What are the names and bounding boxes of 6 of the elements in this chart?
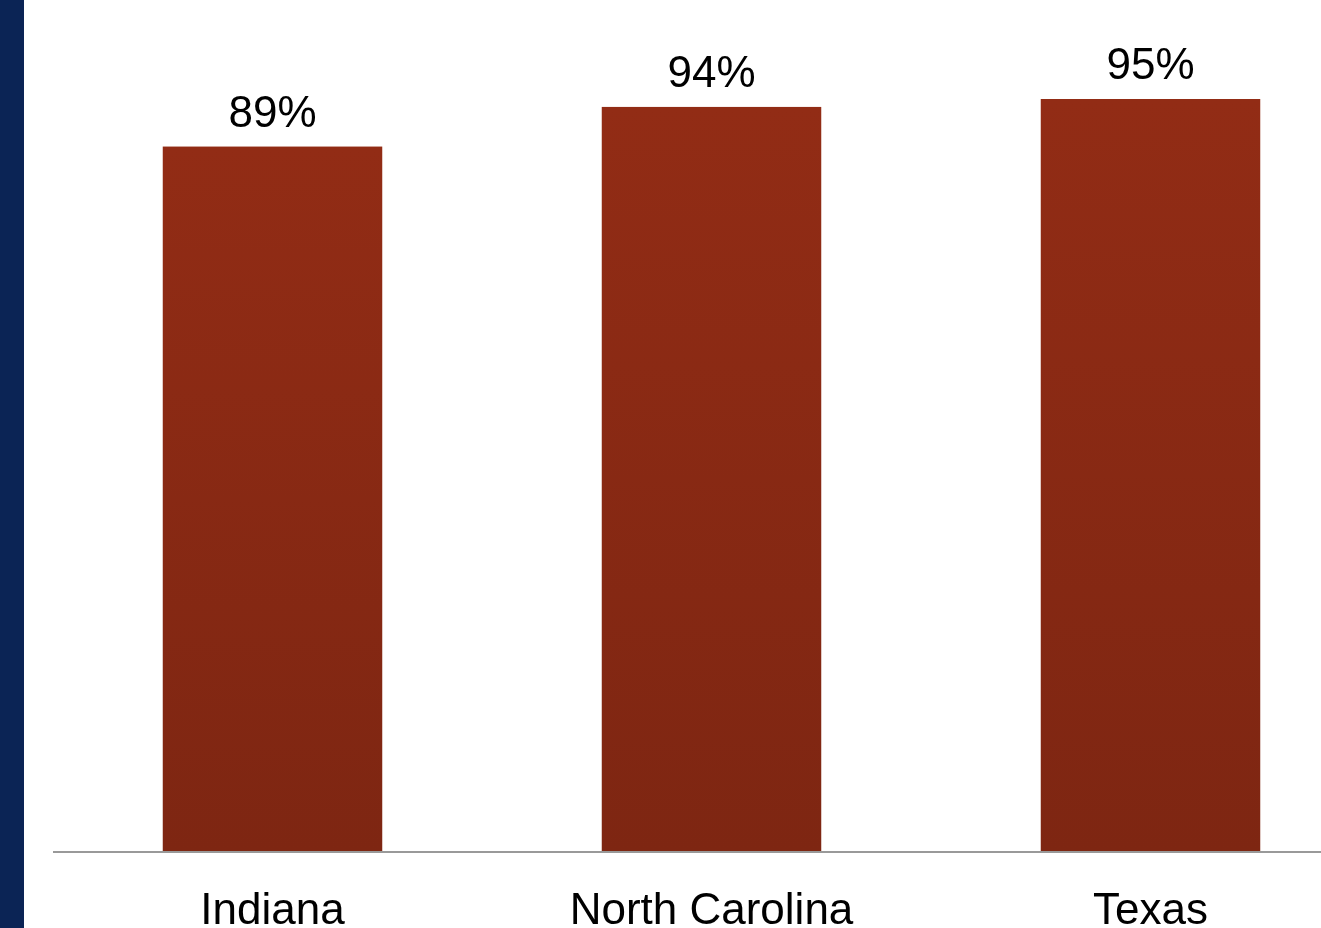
x-tick-label: Indiana xyxy=(200,884,346,928)
data-label: 94% xyxy=(667,46,756,96)
data-label: 89% xyxy=(228,86,317,136)
x-tick-label: North Carolina xyxy=(569,884,854,928)
x-tick-label: Texas xyxy=(1093,884,1208,928)
data-label: 95% xyxy=(1106,39,1195,88)
